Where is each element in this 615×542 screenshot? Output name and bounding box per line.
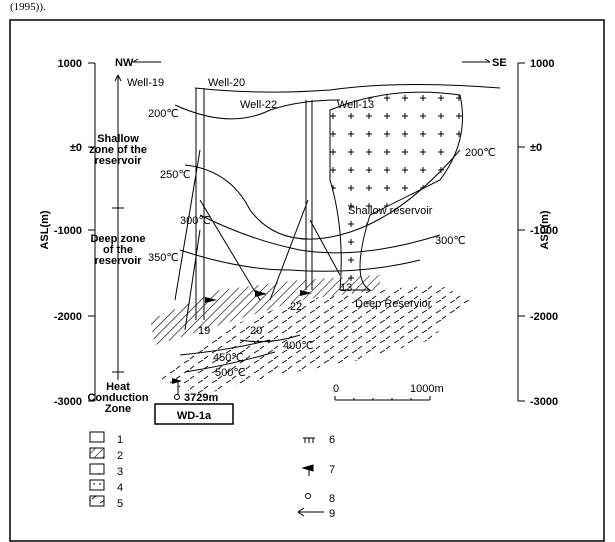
legend-label: 3 bbox=[117, 466, 123, 478]
legend-label: 9 bbox=[329, 508, 335, 520]
reservoir-label: Deep Reservior bbox=[355, 298, 432, 310]
well-number: 13 bbox=[340, 282, 352, 294]
reservoir-label: Shallow reservoir bbox=[348, 205, 433, 217]
arrow bbox=[462, 59, 490, 62]
isotherm-label: 300℃ bbox=[180, 215, 211, 227]
scale-label: 0 bbox=[333, 383, 339, 395]
axis-label: ASL(m) bbox=[39, 210, 51, 249]
isotherm-label: 200℃ bbox=[465, 147, 496, 159]
isotherm-label: 400℃ bbox=[283, 340, 314, 352]
tick-label: -3000 bbox=[530, 396, 558, 408]
scale-label: 1000m bbox=[410, 383, 444, 395]
legend-label: 2 bbox=[117, 450, 123, 462]
well-number: 19 bbox=[198, 325, 210, 337]
well-bottom bbox=[175, 395, 180, 400]
well-label: Well-20 bbox=[208, 77, 245, 89]
legend-label: 1 bbox=[117, 434, 123, 446]
zone-bar bbox=[112, 75, 124, 380]
tick-label: 1000 bbox=[58, 58, 82, 70]
well-number: 20 bbox=[250, 325, 262, 337]
well-label: Well-19 bbox=[127, 77, 164, 89]
intrusion bbox=[330, 92, 463, 290]
caption-fragment: (1995)). bbox=[10, 1, 46, 13]
well-depth: 3729m bbox=[184, 392, 218, 404]
zone-label: Zone bbox=[105, 403, 131, 415]
well-label: Well-13 bbox=[337, 99, 374, 111]
left-ticks: 1000 ±0 -1000 -2000 -3000 bbox=[54, 58, 82, 408]
well-number: 22 bbox=[290, 301, 302, 313]
tick-label: ±0 bbox=[530, 142, 542, 154]
tick-label: -2000 bbox=[530, 311, 558, 323]
isotherm-label: 200℃ bbox=[148, 108, 179, 120]
scale-bar bbox=[335, 396, 430, 400]
legend-label: 4 bbox=[117, 482, 123, 494]
legend-label: 6 bbox=[329, 434, 335, 446]
isotherm-label: 300℃ bbox=[435, 235, 466, 247]
tick-label: -3000 bbox=[54, 396, 82, 408]
tick-label: -1000 bbox=[54, 225, 82, 237]
zone-label: reservoir bbox=[94, 255, 142, 267]
isotherm-label: 350℃ bbox=[148, 252, 179, 264]
isotherm-label: 500℃ bbox=[215, 367, 246, 379]
arrow bbox=[133, 59, 161, 62]
isotherm-label: 450℃ bbox=[213, 352, 244, 364]
tick-label: 1000 bbox=[530, 58, 554, 70]
legend-labels: 1 2 3 4 5 6 7 8 9 bbox=[117, 434, 335, 520]
well-label: Well-22 bbox=[240, 99, 277, 111]
well-name: WD-1a bbox=[177, 410, 212, 422]
tick-label: -2000 bbox=[54, 311, 82, 323]
legend bbox=[90, 432, 324, 516]
figure: (1995)). 1000 ±0 -1000 -2000 -3000 1000 … bbox=[0, 0, 615, 542]
zone-label: reservoir bbox=[94, 155, 142, 167]
legend-label: 5 bbox=[117, 498, 123, 510]
legend-label: 8 bbox=[329, 493, 335, 505]
isotherm-label: 250℃ bbox=[160, 169, 191, 181]
axis-label: ASL(m) bbox=[539, 210, 551, 249]
direction: NW bbox=[115, 57, 134, 69]
legend-label: 7 bbox=[329, 464, 335, 476]
well-labels: Well-19 Well-20 Well-22 Well-13 bbox=[127, 77, 374, 111]
tick-label: ±0 bbox=[70, 142, 82, 154]
direction: SE bbox=[492, 57, 507, 69]
